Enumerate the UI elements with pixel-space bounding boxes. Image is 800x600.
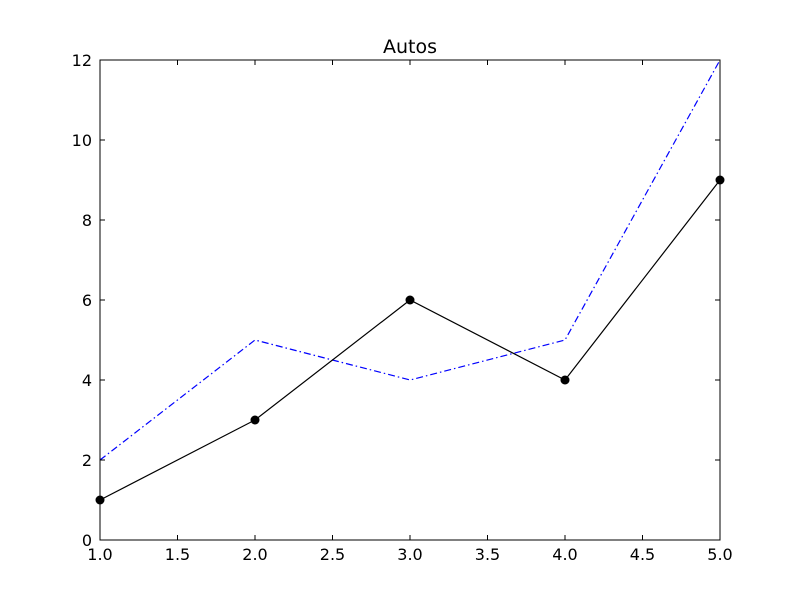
x-tick-labels: 1.0 1.5 2.0 2.5 3.0 3.5 4.0 4.5 5.0 <box>87 545 732 564</box>
y-tick-label: 2 <box>82 451 92 470</box>
tick-layer <box>99 59 721 541</box>
x-tick-label: 5.0 <box>707 545 732 564</box>
x-tick-label: 2.0 <box>242 545 267 564</box>
series-layer <box>95 59 725 505</box>
y-tick-label: 6 <box>82 291 92 310</box>
y-tick-label: 0 <box>82 531 92 550</box>
series-2-point <box>405 295 415 305</box>
x-tick-label: 4.0 <box>552 545 577 564</box>
y-tick-label: 4 <box>82 371 92 390</box>
y-tick-labels: 0 2 4 6 8 10 12 <box>72 51 92 550</box>
x-tick-label: 1.0 <box>87 545 112 564</box>
series-2-point <box>560 375 570 385</box>
y-tick-label: 10 <box>72 131 92 150</box>
series-2-point <box>250 415 260 425</box>
x-tick-label: 2.5 <box>320 545 345 564</box>
x-tick-label: 4.5 <box>630 545 655 564</box>
x-tick-label: 1.5 <box>165 545 190 564</box>
y-tick-label: 8 <box>82 211 92 230</box>
series-1-line <box>99 59 721 461</box>
y-tick-label: 12 <box>72 51 92 70</box>
x-tick-label: 3.0 <box>397 545 422 564</box>
x-tick-label: 3.5 <box>475 545 500 564</box>
chart-title: Autos <box>383 36 437 58</box>
